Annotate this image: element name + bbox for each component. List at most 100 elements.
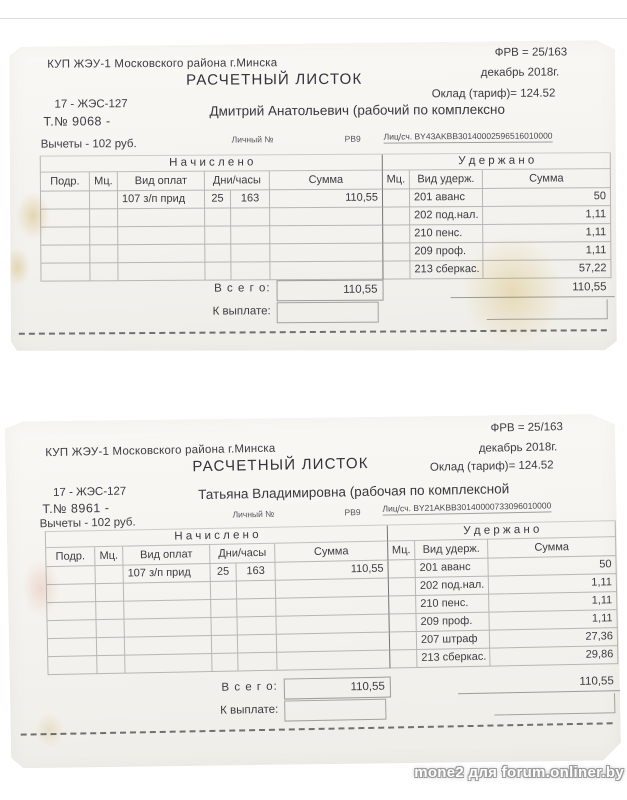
- bank-account: Лиц/сч. BY43AKBB30140002596516010000: [384, 132, 553, 144]
- col-sum: Сумма: [275, 542, 388, 563]
- payout-label: К выплате:: [212, 305, 271, 318]
- empty-cell: [231, 244, 270, 262]
- accrual-hours: 163: [236, 563, 275, 582]
- empty-cell: [237, 581, 276, 600]
- col-days-hours: Дни/часы: [210, 544, 275, 564]
- tab-number: Т.№ 8961 -: [42, 500, 110, 517]
- watermark-text: mone2 для forum.onliner.by: [414, 764, 624, 781]
- col-days-hours: Дни/часы: [205, 171, 270, 190]
- empty-cell: [125, 636, 212, 656]
- withhold-label: 213 сберкас.: [417, 649, 490, 668]
- empty-cell: [238, 635, 277, 654]
- col-pay-type: Вид оплат: [118, 172, 205, 192]
- total-accrued: 110,55: [284, 677, 391, 700]
- col-sum2: Сумма: [483, 169, 611, 189]
- accrual-days: 25: [210, 563, 236, 581]
- withhold-label: 201 аванс: [415, 559, 488, 578]
- empty-cell: [276, 579, 389, 599]
- accrual-hours: 163: [231, 190, 270, 208]
- empty-cell: [231, 262, 270, 280]
- empty-cell: [41, 263, 90, 281]
- total-withheld: 110,55: [458, 672, 622, 694]
- empty-cell: [90, 209, 118, 227]
- empty-cell: [277, 651, 390, 671]
- stain-blob: [4, 248, 30, 286]
- empty-cell: [96, 602, 124, 621]
- empty-cell: [205, 245, 231, 263]
- withhold-label: 210 пенс.: [410, 225, 483, 243]
- empty-cell: [41, 227, 90, 245]
- accrual-type: 107 з/п прид: [118, 191, 205, 210]
- frv-value: ФРВ = 25/163: [494, 46, 568, 59]
- salary-tariff: Оклад (тариф)= 124.52: [429, 459, 554, 474]
- empty-cell: [389, 596, 416, 615]
- empty-cell: [211, 599, 237, 617]
- payout-box: [277, 302, 379, 324]
- empty-cell: [238, 653, 277, 672]
- total-label: В с е г о:: [221, 680, 278, 694]
- empty-cell: [270, 226, 383, 245]
- empty-cell: [125, 618, 212, 638]
- empty-cell: [390, 650, 417, 669]
- empty-cell: [118, 245, 205, 264]
- withhold-label: 202 под.нал.: [410, 207, 483, 225]
- empty-cell: [124, 600, 211, 620]
- cut-line: [21, 722, 613, 735]
- col-pay-type: Вид оплат: [123, 545, 210, 566]
- document-title: РАСЧЕТНЫЙ ЛИСТОК: [186, 70, 363, 89]
- empty-cell: [90, 263, 118, 281]
- empty-cell: [47, 602, 96, 621]
- accrual-sum: 110,55: [275, 561, 388, 581]
- empty-cell: [270, 262, 383, 281]
- empty-cell: [41, 209, 90, 227]
- stain-blob: [34, 713, 65, 748]
- col-mc: Мц.: [90, 172, 118, 191]
- empty-cell: [383, 243, 410, 261]
- empty-cell: [383, 261, 410, 279]
- empty-cell: [48, 638, 97, 657]
- personal-no-label: Личный №: [231, 134, 274, 145]
- total-accrued: 110,55: [277, 280, 384, 302]
- col-mc: Мц.: [95, 547, 123, 567]
- bank-account: Лиц/сч. BY21AKBB30140000733096010000: [382, 501, 551, 516]
- withheld-payout-box: [494, 693, 615, 715]
- withhold-sum: 1,11: [483, 224, 611, 243]
- department: 17 - ЖЭС-127: [54, 98, 128, 111]
- col-podr: Подр.: [41, 172, 90, 191]
- payslip-table: Н а ч и с л е н о У д е р ж а н о Подр. …: [45, 520, 619, 675]
- withhold-label: 210 пенс.: [416, 595, 489, 614]
- empty-cell: [205, 227, 231, 245]
- empty-cell: [211, 581, 237, 599]
- period: декабрь 2018г.: [478, 441, 558, 455]
- employee-name: Дмитрий Анатольевич (рабочий по комплекс…: [209, 101, 506, 119]
- empty-cell: [276, 615, 389, 635]
- col-withhold-type: Вид удерж.: [410, 170, 483, 189]
- empty-cell: [41, 245, 90, 263]
- accrual-type: 107 з/п прид: [123, 564, 210, 584]
- salary-tariff: Оклад (тариф)= 124.52: [431, 87, 556, 101]
- empty-cell: [212, 635, 238, 653]
- withhold-sum: 1,11: [483, 242, 611, 261]
- withhold-label: 207 штраф: [417, 631, 490, 650]
- empty-cell: [48, 620, 97, 639]
- empty-cell: [390, 632, 417, 651]
- empty-cell: [389, 578, 416, 597]
- period: декабрь 2018г.: [480, 66, 560, 79]
- total-label: В с е г о:: [214, 282, 271, 295]
- payout-label: К выплате:: [220, 703, 279, 717]
- col-mc2: Мц.: [388, 541, 415, 561]
- empty-cell: [97, 638, 125, 657]
- employee-name: Татьяна Владимировна (рабочая по комплек…: [197, 481, 510, 503]
- frv-value: ФРВ = 25/163: [490, 421, 564, 435]
- empty-cell: [97, 656, 125, 675]
- empty-cell: [125, 654, 212, 674]
- empty-cell: [90, 191, 118, 209]
- empty-cell: [90, 227, 118, 245]
- document-title: РАСЧЕТНЫЙ ЛИСТОК: [192, 454, 369, 476]
- pb-code: РВ9: [344, 507, 361, 518]
- withhold-label: 202 под.нал.: [416, 577, 489, 596]
- payslip-2: КУП ЖЭУ-1 Московского района г.Минска ФР…: [5, 410, 622, 772]
- empty-cell: [118, 227, 205, 246]
- deductions-note: Вычеты - 102 руб.: [40, 138, 137, 151]
- empty-cell: [270, 208, 383, 227]
